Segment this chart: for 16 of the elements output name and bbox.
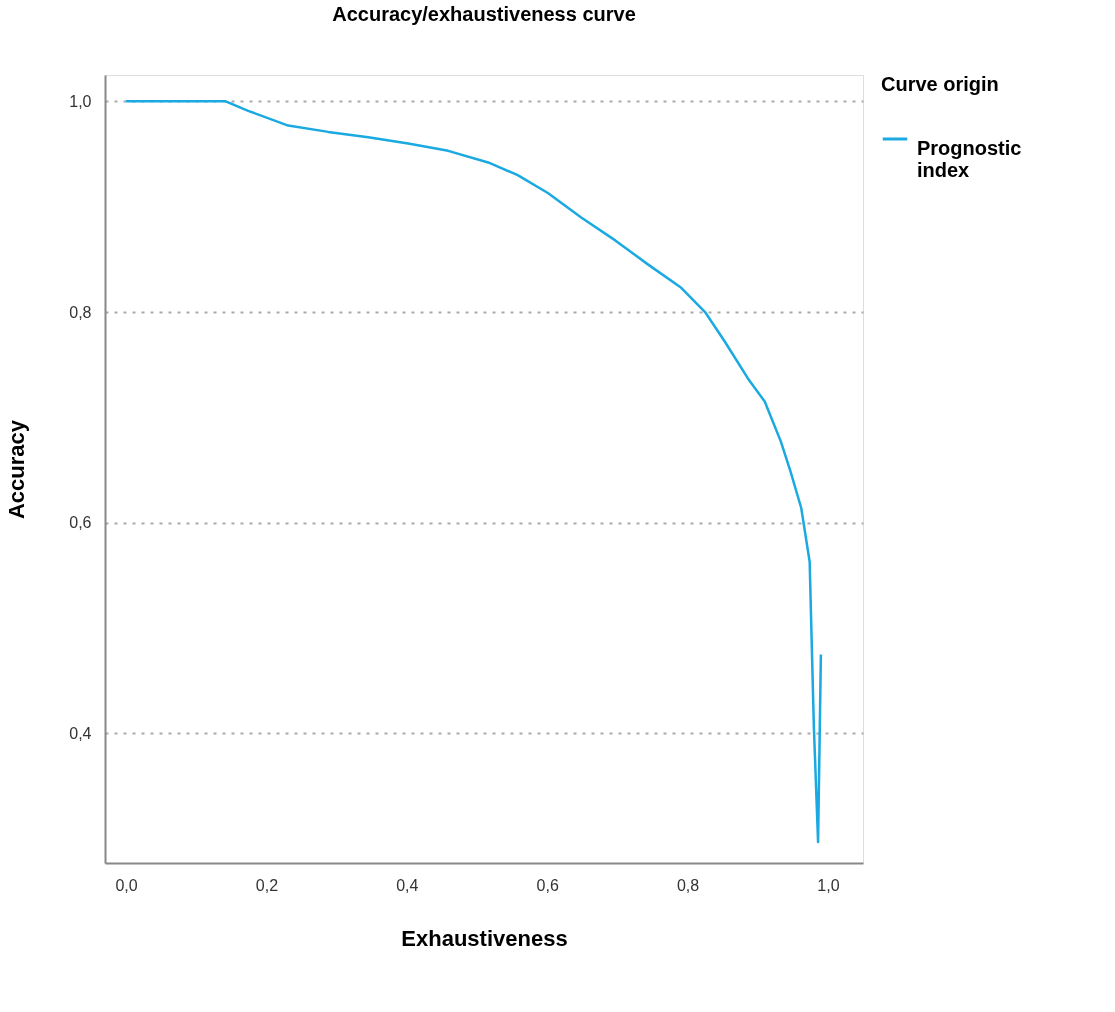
y-tick-label: 0,8	[69, 303, 92, 321]
y-tick-label: 0,4	[69, 724, 92, 742]
x-tick-label: 0,2	[255, 876, 279, 894]
chart-title: Accuracy/exhaustiveness curve	[332, 3, 636, 25]
legend-title: Curve origin	[881, 73, 999, 95]
line-series	[124, 100, 823, 844]
y-tick-label: 1,0	[69, 92, 92, 110]
x-tick-label: 0,8	[676, 876, 700, 894]
x-tick-label: 1,0	[817, 876, 840, 894]
x-tick-label: 0,0	[115, 876, 138, 894]
y-tick-label: 0,6	[69, 514, 92, 532]
x-axis-title: Exhaustiveness	[401, 925, 568, 951]
x-tick-label: 0,6	[536, 876, 559, 894]
legend-label: Prognostic index	[917, 137, 1022, 181]
x-tick-label: 0,4	[396, 876, 419, 894]
y-axis-title: Accuracy	[4, 419, 30, 520]
